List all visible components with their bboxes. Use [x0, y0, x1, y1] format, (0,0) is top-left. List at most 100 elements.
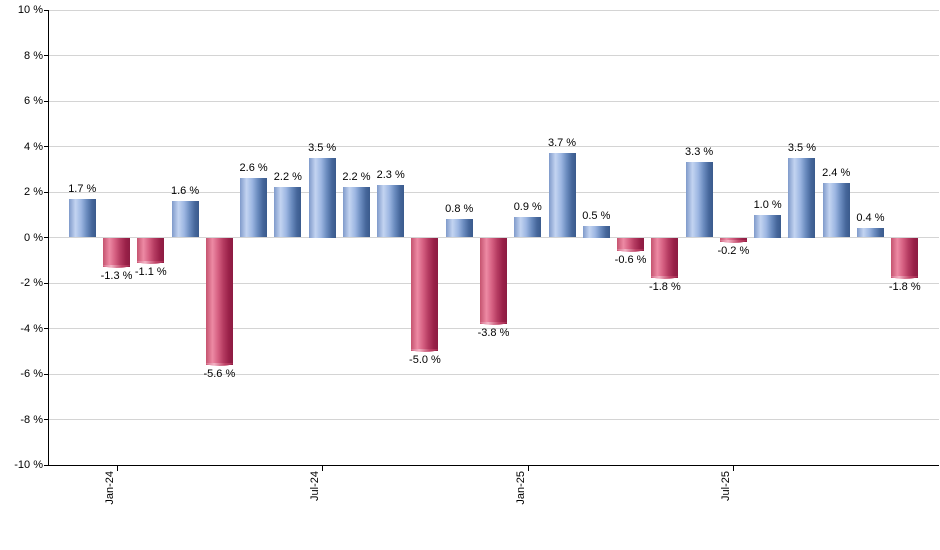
bar-value-label: 2.3 %: [376, 169, 405, 182]
bar-bottom-cap: [103, 265, 131, 269]
gridline: [48, 9, 939, 11]
bar-positive[interactable]: [308, 157, 336, 238]
bar-value-label: 0.9 %: [513, 201, 542, 214]
y-axis-tick: [44, 237, 48, 238]
y-axis-tick-label: 6 %: [24, 95, 43, 107]
bar-positive[interactable]: [754, 214, 782, 238]
x-axis-tick-label: Jan-25: [514, 471, 527, 505]
bar-positive[interactable]: [788, 157, 816, 238]
y-axis-tick: [44, 464, 48, 466]
y-axis-tick-label: -4 %: [20, 322, 43, 335]
bar-bottom-cap: [891, 276, 919, 280]
y-axis-tick-label: 2 %: [24, 186, 43, 198]
bar-value-label: 1.7 %: [68, 182, 97, 195]
bar-negative[interactable]: [651, 237, 679, 280]
bar-value-label: 3.5 %: [787, 141, 816, 154]
y-axis-tick-label: -8 %: [20, 413, 43, 426]
bar-positive[interactable]: [514, 217, 542, 238]
bar-value-label: 0.5 %: [582, 210, 611, 223]
bar-positive[interactable]: [68, 198, 96, 238]
x-axis-tick-label: Jul-25: [720, 471, 733, 501]
bar-bottom-cap: [205, 362, 233, 366]
bar-value-label: 3.7 %: [547, 137, 577, 150]
bar-value-label: 1.0 %: [753, 198, 782, 211]
y-axis-tick-label: -6 %: [20, 368, 43, 380]
bar-negative[interactable]: [480, 237, 507, 325]
bar-positive[interactable]: [582, 226, 610, 238]
y-axis-tick: [44, 55, 48, 56]
bar-positive[interactable]: [445, 219, 473, 238]
bar-bottom-cap: [651, 276, 679, 280]
y-axis-tick: [44, 328, 48, 329]
bar-value-label: 2.2 %: [342, 171, 371, 184]
bar-positive[interactable]: [342, 187, 370, 238]
bar-negative[interactable]: [891, 237, 919, 280]
y-axis-tick: [44, 373, 48, 375]
y-axis-tick: [44, 191, 48, 193]
gridline: [48, 146, 939, 147]
bar-positive[interactable]: [171, 201, 199, 238]
bar-value-label: -1.8 %: [888, 281, 921, 294]
y-axis-tick-label: 0 %: [24, 231, 43, 244]
bar-positive[interactable]: [548, 153, 576, 238]
x-axis-tick: [527, 465, 529, 471]
bar-positive[interactable]: [685, 162, 713, 238]
bar-value-label: -1.3 %: [100, 270, 133, 283]
bar-negative[interactable]: [411, 237, 439, 353]
y-axis-tick: [44, 9, 48, 11]
x-axis-tick: [116, 465, 118, 471]
y-axis-tick: [44, 146, 48, 147]
bar-bottom-cap: [719, 240, 747, 244]
x-axis-tick-label: Jan-24: [103, 471, 116, 505]
y-axis-tick-label: 4 %: [24, 140, 43, 153]
x-axis-line: [47, 464, 939, 466]
bar-value-label: 2.4 %: [822, 166, 851, 179]
y-axis-line: [47, 10, 49, 466]
gridline: [48, 373, 939, 375]
bar-value-label: -0.2 %: [717, 245, 750, 258]
bar-bottom-cap: [480, 321, 507, 325]
bar-positive[interactable]: [377, 185, 405, 238]
y-axis-tick: [44, 419, 48, 420]
bar-value-label: -5.6 %: [203, 367, 236, 380]
bar-value-label: -1.8 %: [648, 281, 681, 294]
bar-bottom-cap: [411, 349, 439, 353]
x-axis-tick-label: Jul-24: [309, 471, 322, 501]
bar-negative[interactable]: [719, 237, 747, 244]
bar-value-label: 2.2 %: [273, 171, 302, 184]
gridline: [48, 328, 939, 329]
y-axis-tick-label: 8 %: [24, 49, 43, 62]
y-axis-tick: [44, 100, 48, 102]
bar-value-label: 1.6 %: [170, 185, 200, 198]
bar-negative[interactable]: [103, 237, 131, 269]
bar-value-label: 3.5 %: [308, 141, 337, 154]
bar-bottom-cap: [137, 260, 165, 264]
x-axis-tick: [733, 465, 735, 471]
bar-value-label: 0.4 %: [856, 212, 885, 225]
bar-positive[interactable]: [856, 228, 884, 238]
bar-negative[interactable]: [137, 237, 165, 264]
gridline: [48, 419, 939, 420]
y-axis-tick-label: -2 %: [20, 277, 43, 289]
bar-value-label: -0.6 %: [614, 254, 647, 267]
gridline: [48, 100, 939, 102]
bar-positive[interactable]: [274, 187, 302, 238]
gridline: [48, 55, 939, 56]
bar-value-label: -5.0 %: [409, 354, 441, 367]
y-axis-tick: [44, 282, 48, 284]
bar-value-label: 2.6 %: [239, 162, 268, 175]
bar-value-label: 0.8 %: [445, 203, 474, 216]
y-axis-tick-label: -10 %: [14, 459, 43, 471]
bar-positive[interactable]: [822, 182, 850, 238]
bar-negative[interactable]: [205, 237, 233, 366]
bar-value-label: 3.3 %: [685, 146, 714, 159]
bar-negative[interactable]: [617, 237, 645, 253]
bar-positive[interactable]: [240, 178, 268, 238]
gridline: [48, 191, 939, 193]
bar-value-label: -3.8 %: [477, 326, 510, 339]
bar-bottom-cap: [617, 249, 645, 253]
y-axis-tick-label: 10 %: [17, 4, 43, 16]
x-axis-tick: [322, 465, 324, 471]
bar-value-label: -1.1 %: [134, 265, 167, 278]
